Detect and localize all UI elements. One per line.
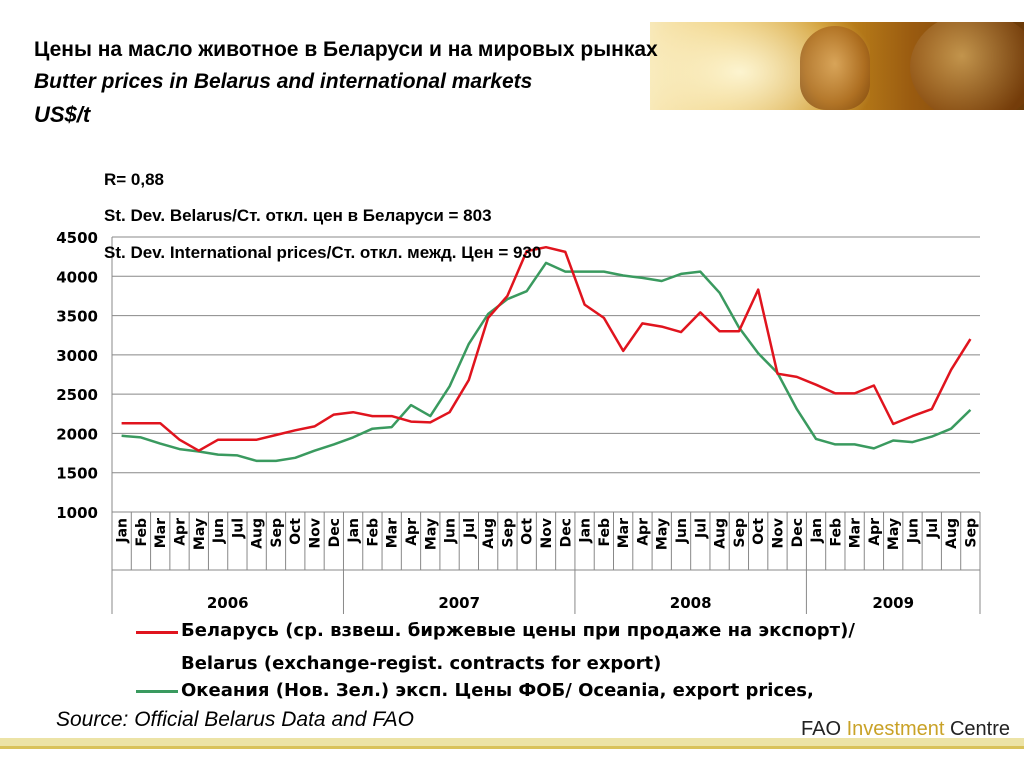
x-tick-label: Mar xyxy=(616,518,632,548)
stdev-belarus-stat: St. Dev. Belarus/Ст. откл. цен в Беларус… xyxy=(104,206,492,225)
x-tick-label: Oct xyxy=(520,518,536,545)
x-tick-label: Jul xyxy=(230,518,246,539)
x-tick-label: Mar xyxy=(385,518,401,548)
x-tick-label: Aug xyxy=(944,518,960,549)
org-name-c: Centre xyxy=(949,718,1010,740)
year-label: 2009 xyxy=(872,594,914,612)
page-title-en: Butter prices in Belarus and internation… xyxy=(34,70,533,93)
y-axis-ticks: 1000 1500 2000 2500 3000 3500 4000 4500 xyxy=(56,229,98,522)
year-label: 2006 xyxy=(207,594,249,612)
header-photo xyxy=(650,22,1024,110)
x-tick-label: Dec xyxy=(327,518,343,547)
source-note: Source: Official Belarus Data and FAO xyxy=(56,708,414,731)
org-name-b: Investment xyxy=(846,718,945,740)
y-tick-label: 4500 xyxy=(56,229,98,247)
x-tick-label: Jun xyxy=(905,518,921,544)
legend-swatch-belarus xyxy=(136,631,178,634)
x-tick-label: Oct xyxy=(288,518,304,545)
x-tick-label: Jun xyxy=(674,518,690,544)
y-tick-label: 2000 xyxy=(56,425,98,443)
org-name-a: FAO xyxy=(801,718,842,740)
x-tick-label: Jan xyxy=(578,518,594,544)
x-axis-ticks: Jan Feb Mar Apr May Jun Jul Aug Sep Oct Nov Dec Jan F… xyxy=(111,512,981,570)
year-axis: 2006 2007 2008 2009 xyxy=(112,569,981,614)
series-oceania-line xyxy=(121,261,972,463)
x-tick-label: May xyxy=(655,518,671,550)
footer-band xyxy=(0,738,1024,746)
x-tick-label: Sep xyxy=(963,518,979,548)
x-tick-label: Jul xyxy=(693,518,709,539)
year-label: 2008 xyxy=(670,594,712,612)
y-tick-label: 2500 xyxy=(56,386,98,404)
x-tick-label: Dec xyxy=(790,518,806,547)
footer-band-line xyxy=(0,746,1024,749)
x-tick-label: May xyxy=(886,518,902,550)
legend-oceania: Океания (Нов. Зел.) эксп. Цены ФОБ/ Ocea… xyxy=(181,680,814,701)
x-tick-label: Sep xyxy=(732,518,748,548)
x-tick-label: Jun xyxy=(443,518,459,544)
x-tick-label: Jan xyxy=(346,518,362,544)
x-tick-label: Feb xyxy=(134,518,150,547)
x-tick-label: Nov xyxy=(770,518,786,548)
x-tick-label: Dec xyxy=(558,518,574,547)
page-title-ru: Цены на масло животное в Беларуси и на м… xyxy=(34,38,658,61)
org-name: FAO Investment Centre xyxy=(801,718,1010,741)
x-tick-label: May xyxy=(192,518,208,550)
x-tick-label: Jun xyxy=(211,518,227,544)
correlation-stat: R= 0,88 xyxy=(104,170,165,189)
x-tick-label: Sep xyxy=(269,518,285,548)
x-tick-label: May xyxy=(423,518,439,550)
y-tick-label: 3500 xyxy=(56,308,98,326)
x-tick-label: Nov xyxy=(539,518,555,548)
x-tick-label: Apr xyxy=(635,518,651,546)
x-tick-label: Nov xyxy=(308,518,324,548)
y-tick-label: 4000 xyxy=(56,268,98,286)
x-tick-label: Aug xyxy=(713,518,729,549)
legend-belarus-line1: Беларусь (ср. взвеш. биржевые цены при п… xyxy=(181,620,855,641)
x-tick-label: Aug xyxy=(250,518,266,549)
y-tick-label: 1500 xyxy=(56,465,98,483)
x-tick-label: Apr xyxy=(173,518,189,546)
x-tick-label: Jul xyxy=(925,518,941,539)
x-tick-label: Aug xyxy=(481,518,497,549)
x-tick-label: Jan xyxy=(809,518,825,544)
x-tick-label: Apr xyxy=(867,518,883,546)
x-tick-label: Apr xyxy=(404,518,420,546)
x-tick-label: Feb xyxy=(365,518,381,547)
series-lines xyxy=(121,245,972,463)
x-tick-label: Feb xyxy=(828,518,844,547)
x-tick-label: Mar xyxy=(848,518,864,548)
grid xyxy=(111,236,980,614)
x-tick-label: Jan xyxy=(115,518,131,544)
y-tick-label: 3000 xyxy=(56,347,98,365)
x-tick-label: Mar xyxy=(153,518,169,548)
y-tick-label: 1000 xyxy=(56,504,98,522)
stdev-international-stat: St. Dev. International prices/Ст. откл. … xyxy=(104,243,542,262)
x-tick-label: Oct xyxy=(751,518,767,545)
x-tick-label: Jul xyxy=(462,518,478,539)
x-tick-label: Feb xyxy=(597,518,613,547)
series-belarus-line xyxy=(121,245,972,452)
legend-belarus-line2: Belarus (exchange-regist. contracts for … xyxy=(181,653,662,674)
legend-swatch-oceania xyxy=(136,690,178,693)
x-tick-label: Sep xyxy=(500,518,516,548)
unit-label: US$/t xyxy=(34,102,91,127)
year-label: 2007 xyxy=(438,594,480,612)
